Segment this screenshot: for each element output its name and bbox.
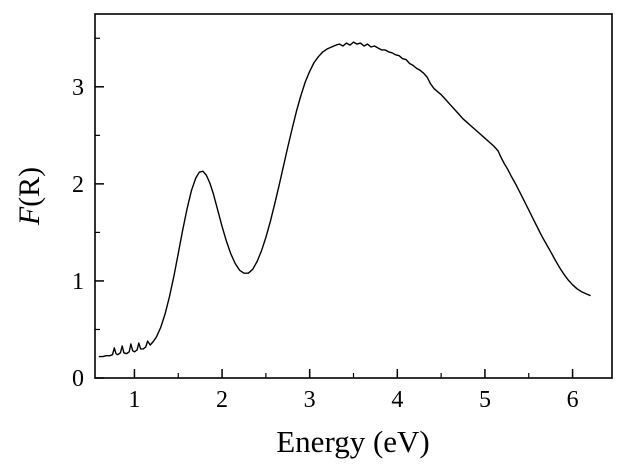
y-tick-label: 1 xyxy=(72,269,84,295)
x-tick-label: 1 xyxy=(128,387,140,413)
x-tick-label: 5 xyxy=(479,387,491,413)
y-tick-label: 2 xyxy=(72,172,84,198)
x-tick-label: 2 xyxy=(216,387,228,413)
plot-frame xyxy=(94,13,613,379)
y-tick-label: 0 xyxy=(72,366,84,392)
spectrum-curve xyxy=(98,41,591,358)
y-axis-label: F(R) xyxy=(13,167,47,225)
y-tick-label: 3 xyxy=(72,75,84,101)
y-axis-label-symbol: F xyxy=(13,206,46,226)
x-axis-label: Energy (eV) xyxy=(276,424,430,459)
x-tick-label: 4 xyxy=(391,387,403,413)
y-axis-label-units: (R) xyxy=(13,166,46,207)
x-tick-label: 3 xyxy=(304,387,316,413)
x-tick-label: 6 xyxy=(567,387,579,413)
